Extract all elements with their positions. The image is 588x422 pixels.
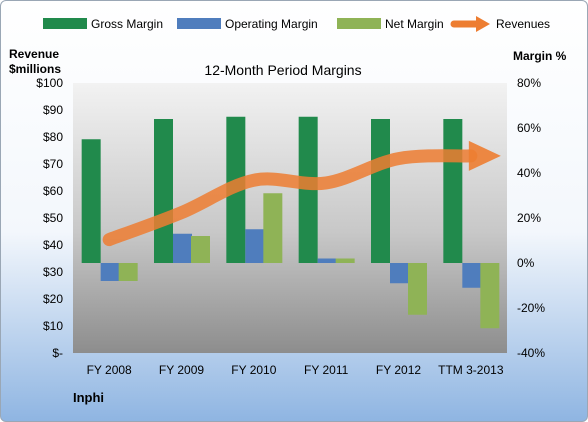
left-tick-label: $50 — [43, 211, 63, 225]
legend-label: Gross Margin — [91, 17, 163, 31]
left-tick-label: $90 — [43, 103, 63, 117]
category-label: FY 2011 — [304, 363, 349, 377]
left-tick-label: $80 — [43, 130, 63, 144]
right-axis-ticks: -40% -20% 0% 20% 40% 60% 80% — [517, 76, 545, 360]
right-axis-title: Margin % — [513, 49, 567, 63]
left-tick-label: $70 — [43, 157, 63, 171]
legend-label: Revenues — [496, 17, 550, 31]
right-tick-label: 80% — [517, 76, 541, 90]
legend: Gross Margin Operating Margin Net Margin Re… — [43, 16, 550, 32]
revenue-line — [102, 149, 478, 247]
left-axis-title-line2: $millions — [9, 62, 61, 76]
bar-operating-margin — [390, 263, 409, 284]
left-axis-ticks: $- $10 $20 $30 $40 $50 $60 $70 $80 $90 $100 — [36, 76, 63, 360]
right-tick-label: 60% — [517, 121, 541, 135]
left-tick-label: $30 — [43, 265, 63, 279]
bar-net-margin — [118, 263, 138, 281]
category-label: TTM 3-2013 — [438, 363, 504, 377]
bar-operating-margin — [317, 258, 337, 263]
bar-operating-margin — [100, 263, 120, 281]
bar-gross-margin — [298, 116, 318, 263]
category-label: FY 2010 — [231, 363, 276, 377]
chart-title: 12-Month Period Margins — [204, 62, 361, 78]
bar-gross-margin — [154, 119, 173, 263]
bar-gross-margin — [81, 139, 101, 263]
bar-net-margin — [191, 236, 210, 263]
left-tick-label: $40 — [43, 238, 63, 252]
right-tick-label: 40% — [517, 166, 541, 180]
plot-area — [73, 83, 507, 353]
bar-net-margin — [263, 193, 283, 263]
legend-swatch-arrow — [476, 16, 490, 32]
bar-operating-margin — [173, 233, 192, 263]
revenue-arrowhead — [468, 140, 501, 171]
left-tick-label: $- — [52, 346, 63, 360]
revenue-series — [102, 140, 501, 247]
bar-gross-margin — [443, 119, 463, 263]
bar-operating-margin — [245, 229, 265, 263]
legend-swatch — [177, 18, 221, 29]
category-label: FY 2009 — [159, 363, 204, 377]
right-tick-label: -40% — [517, 346, 545, 360]
bar-net-margin — [480, 263, 500, 329]
category-label: FY 2008 — [87, 363, 132, 377]
bar-gross-margin — [371, 119, 390, 263]
category-labels: FY 2008 FY 2009 FY 2010 FY 2011 FY 2012 TTM 3… — [87, 363, 504, 377]
legend-label: Operating Margin — [225, 17, 318, 31]
left-tick-label: $20 — [43, 292, 63, 306]
right-tick-label: 20% — [517, 211, 541, 225]
right-tick-label: -20% — [517, 301, 545, 315]
left-tick-label: $100 — [36, 76, 63, 90]
legend-swatch — [337, 18, 381, 29]
legend-label: Net Margin — [385, 17, 444, 31]
left-tick-label: $10 — [43, 319, 63, 333]
legend-swatch — [43, 18, 87, 29]
right-tick-label: 0% — [517, 256, 535, 270]
category-label: FY 2012 — [376, 363, 421, 377]
bar-net-margin — [408, 263, 427, 315]
company-label: Inphi — [73, 390, 104, 405]
bar-operating-margin — [462, 263, 482, 288]
left-axis-title-line1: Revenue — [9, 47, 59, 61]
bar-net-margin — [335, 258, 355, 263]
left-tick-label: $60 — [43, 184, 63, 198]
